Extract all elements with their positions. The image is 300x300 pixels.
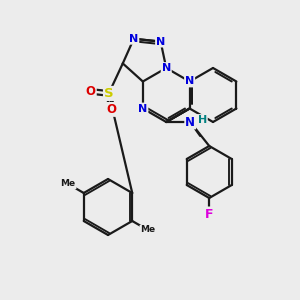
Text: N: N [185, 116, 195, 128]
Text: H: H [198, 115, 207, 125]
Text: N: N [185, 76, 194, 86]
Text: N: N [162, 63, 171, 73]
Text: N: N [129, 34, 138, 44]
Text: O: O [107, 103, 117, 116]
Text: Me: Me [140, 226, 155, 235]
Text: O: O [86, 85, 96, 98]
Text: N: N [156, 37, 165, 46]
Text: F: F [205, 208, 214, 220]
Text: S: S [104, 87, 114, 100]
Text: Me: Me [61, 179, 76, 188]
Text: N: N [138, 103, 148, 113]
